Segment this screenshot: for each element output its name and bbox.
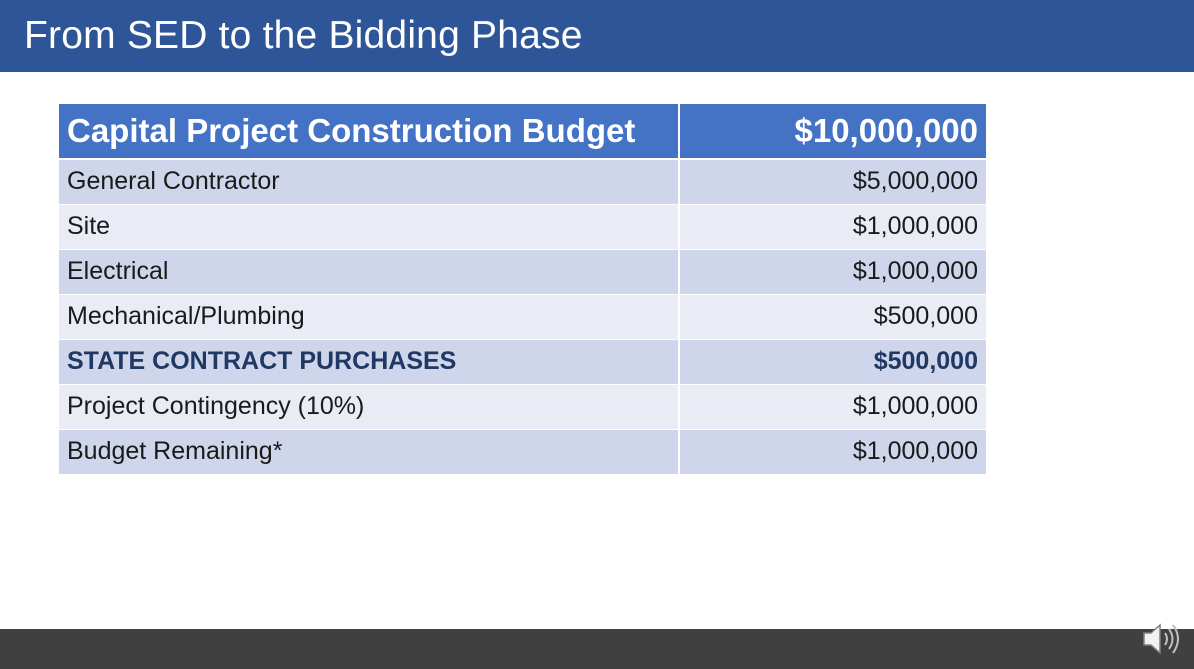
table-header-row: Capital Project Construction Budget $10,… — [59, 104, 986, 160]
row-label: Project Contingency (10%) — [59, 384, 680, 430]
slide-title: From SED to the Bidding Phase — [24, 14, 583, 57]
row-value: $5,000,000 — [679, 159, 986, 205]
table-row-site: Site $1,000,000 — [59, 204, 986, 250]
row-label: Electrical — [59, 249, 680, 295]
bottom-bar — [0, 629, 1194, 669]
row-value: $1,000,000 — [679, 384, 986, 430]
budget-table: Capital Project Construction Budget $10,… — [59, 104, 986, 475]
header-label: Capital Project Construction Budget — [59, 104, 680, 160]
table-row-general-contractor: General Contractor $5,000,000 — [59, 159, 986, 205]
row-value: $1,000,000 — [679, 249, 986, 295]
row-label: Budget Remaining* — [59, 429, 680, 475]
table-row-electrical: Electrical $1,000,000 — [59, 249, 986, 295]
row-label: General Contractor — [59, 159, 680, 205]
row-value: $1,000,000 — [679, 429, 986, 475]
table-row-budget-remaining: Budget Remaining* $1,000,000 — [59, 429, 986, 475]
speaker-icon[interactable] — [1140, 619, 1184, 659]
header-total: $10,000,000 — [679, 104, 986, 160]
row-value: $1,000,000 — [679, 204, 986, 250]
row-label: Mechanical/Plumbing — [59, 294, 680, 340]
row-label: Site — [59, 204, 680, 250]
row-label: STATE CONTRACT PURCHASES — [59, 339, 680, 385]
table-row-mechanical-plumbing: Mechanical/Plumbing $500,000 — [59, 294, 986, 340]
table-row-project-contingency: Project Contingency (10%) $1,000,000 — [59, 384, 986, 430]
row-value: $500,000 — [679, 339, 986, 385]
row-value: $500,000 — [679, 294, 986, 340]
title-bar: From SED to the Bidding Phase — [0, 0, 1194, 72]
table-row-state-contract-purchases: STATE CONTRACT PURCHASES $500,000 — [59, 339, 986, 385]
